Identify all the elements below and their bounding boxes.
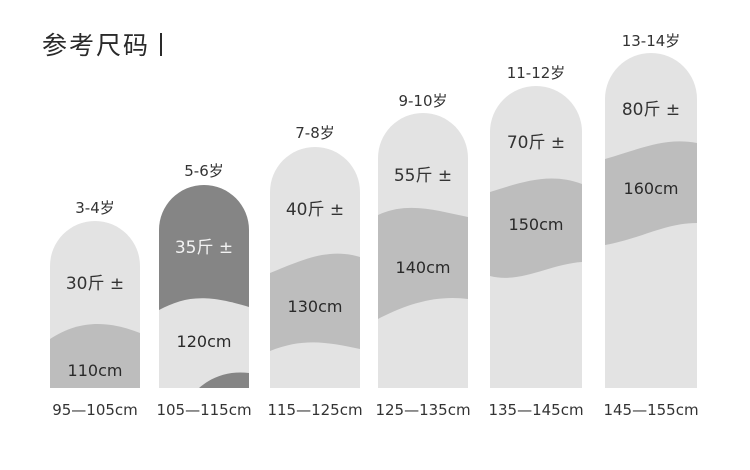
height-label: 150cm [508,215,564,234]
size-card: 80斤 ± 160cm [605,53,697,388]
height-label: 110cm [67,361,123,380]
age-label: 11-12岁 [506,64,566,82]
size-card: 35斤 ± 120cm [159,185,249,388]
height-range: 95—105cm [52,401,138,419]
card-wave [605,141,697,388]
age-label: 5-6岁 [184,162,224,180]
height-range: 125—135cm [375,401,471,419]
height-range: 145—155cm [603,401,699,419]
size-card: 55斤 ± 140cm [378,113,468,388]
height-label: 120cm [176,332,232,351]
size-card: 40斤 ± 130cm [270,147,360,388]
size-card: 70斤 ± 150cm [490,86,582,388]
card-wave [270,253,360,388]
height-label: 140cm [395,258,451,277]
weight-label: 55斤 ± [393,166,453,186]
age-label: 9-10岁 [398,92,448,110]
height-range: 135—145cm [488,401,584,419]
height-label: 130cm [287,297,343,316]
card-wave [50,323,140,388]
page-title: 参考尺码 [42,26,163,62]
size-card: 30斤 ± 110cm [50,221,140,388]
weight-label: 40斤 ± [285,200,345,220]
height-label: 160cm [623,179,679,198]
height-range: 105—115cm [156,401,252,419]
weight-label: 80斤 ± [621,100,681,120]
height-range: 115—125cm [267,401,363,419]
card-wave [490,178,582,388]
age-label: 3-4岁 [75,199,115,217]
card-wave [378,207,468,388]
weight-label: 35斤 ± [174,238,234,258]
age-label: 7-8岁 [295,124,335,142]
weight-label: 70斤 ± [506,133,566,153]
card-wave [159,185,249,388]
weight-label: 30斤 ± [65,274,125,294]
age-label: 13-14岁 [621,32,681,50]
page-title-text: 参考尺码 [42,31,151,60]
title-divider [160,32,163,56]
